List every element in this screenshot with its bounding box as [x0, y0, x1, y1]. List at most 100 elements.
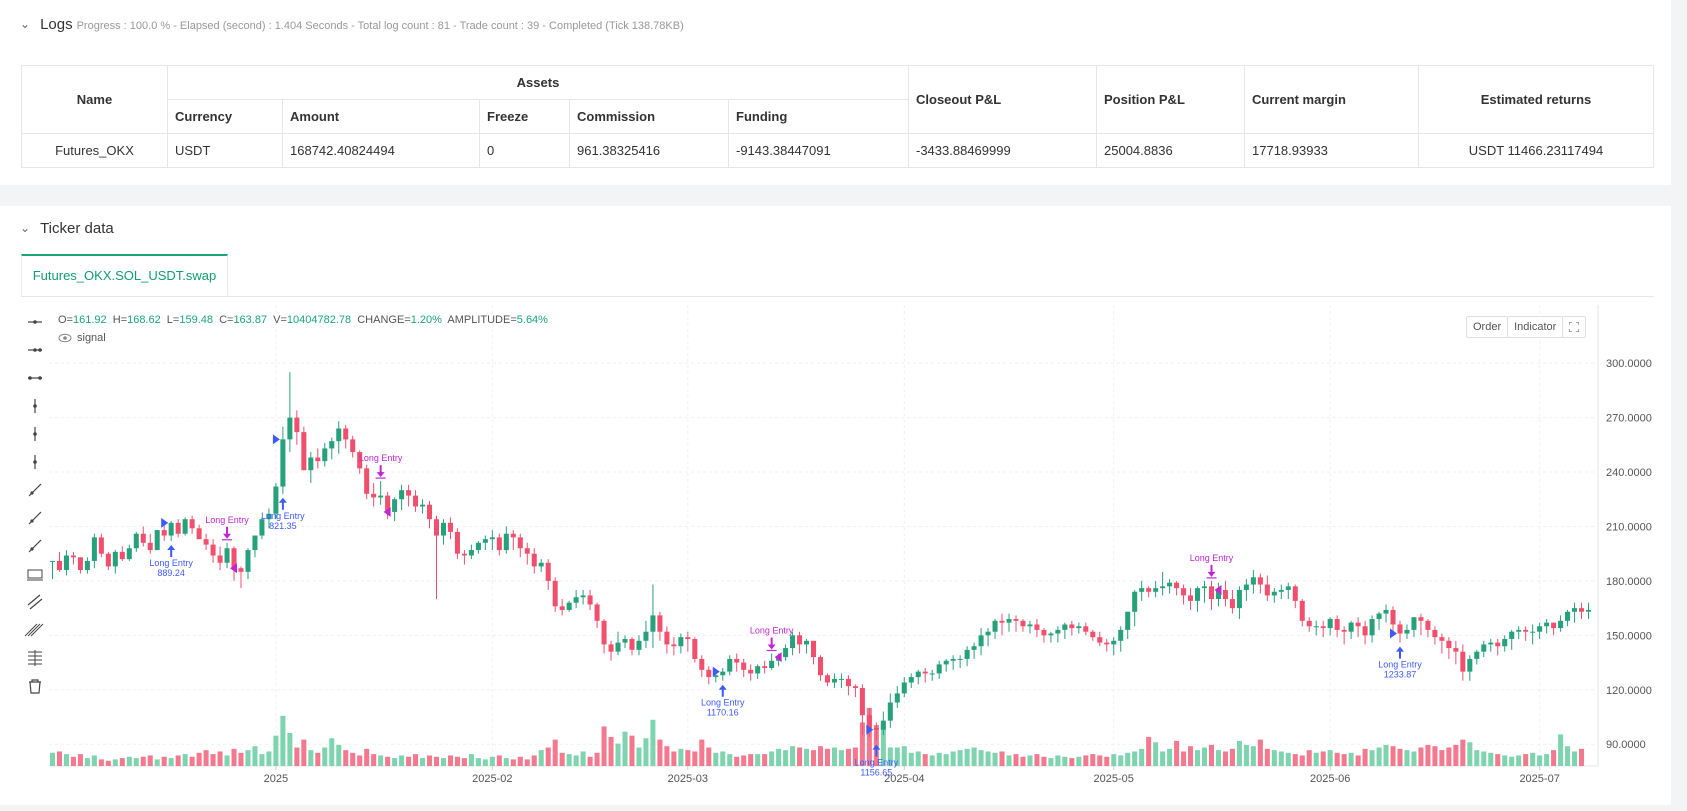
candle-body [91, 537, 97, 561]
vertical-segment-icon[interactable] [33, 427, 37, 441]
candle [1160, 571, 1166, 596]
price-label-icon[interactable] [27, 569, 43, 581]
logs-header[interactable]: ⌄ Logs Progress : 100.0 % - Elapsed (sec… [20, 16, 684, 33]
candle [1174, 580, 1180, 596]
candle-body [77, 557, 83, 571]
pitchfork-icon[interactable] [24, 623, 44, 637]
ray-line-icon[interactable] [28, 539, 42, 553]
candle-body [154, 530, 160, 551]
candle [77, 557, 83, 574]
close-label: C= [219, 314, 234, 326]
candle [1565, 609, 1571, 627]
candle-body [489, 537, 495, 540]
candle-body [406, 490, 412, 496]
volume-bar [1104, 756, 1110, 766]
trend-line-icon-stroke [28, 483, 42, 497]
volume-bar [1376, 747, 1382, 766]
ray-line-icon-stroke [28, 539, 42, 553]
candle [727, 655, 733, 676]
signal-legend[interactable]: signal [58, 332, 106, 344]
candle-body [790, 635, 796, 649]
candle [147, 533, 153, 554]
candle-body [1069, 624, 1075, 629]
candle-body [447, 522, 453, 532]
indicator-button[interactable]: Indicator [1507, 316, 1564, 338]
parallel-channel-icon[interactable] [27, 594, 43, 610]
candle-body [238, 568, 244, 572]
volume-bar [517, 756, 523, 766]
col-header-margin: Current margin [1244, 65, 1419, 134]
fib-retracement-icon[interactable] [28, 650, 42, 666]
fullscreen-button[interactable] [1562, 316, 1587, 338]
candle [1411, 617, 1417, 638]
candle [315, 448, 321, 469]
chevron-down-icon[interactable]: ⌄ [20, 221, 31, 235]
candle [482, 535, 488, 551]
volume-bar [1369, 750, 1375, 766]
candle-body [189, 519, 195, 529]
volume-bar [776, 748, 782, 766]
volume-bar [950, 751, 956, 766]
candle [1348, 620, 1354, 639]
candle [1167, 579, 1173, 594]
chevron-down-icon[interactable]: ⌄ [20, 17, 31, 31]
horizontal-line-icon[interactable] [28, 348, 42, 352]
candle-body [1243, 584, 1249, 590]
horizontal-ray-icon[interactable] [28, 320, 42, 324]
x-tick-label: 2025-02 [472, 773, 512, 785]
volume-bar [1264, 748, 1270, 766]
volume-bar [566, 754, 572, 766]
candle-body [538, 562, 544, 567]
candle-body [1027, 624, 1033, 627]
candle [440, 519, 446, 545]
entry-triangle [272, 434, 280, 445]
candle-body [56, 560, 62, 571]
candle [880, 711, 886, 736]
candle-body [308, 457, 314, 471]
exit-arrow [223, 526, 232, 539]
candle-body [510, 533, 516, 538]
tab-sol-usdt-swap[interactable]: Futures_OKX.SOL_USDT.swap [21, 254, 228, 296]
entry-triangle [161, 517, 169, 528]
candle-body [950, 658, 956, 661]
open-label: O= [58, 314, 73, 326]
volume-bar [615, 743, 621, 766]
long-entry-arrow [872, 744, 881, 757]
trash-icon[interactable] [29, 679, 41, 694]
trend-line-icon[interactable] [28, 483, 42, 497]
volume-bar [1188, 746, 1194, 766]
volume-bar [182, 754, 188, 766]
candle-body [845, 678, 851, 687]
volume-bar [482, 759, 488, 766]
eye-icon[interactable] [58, 333, 72, 343]
candle-body [315, 457, 321, 462]
candle [608, 640, 614, 661]
volume-bar [147, 755, 153, 766]
plot-area [49, 305, 1598, 766]
order-button[interactable]: Order [1466, 316, 1509, 338]
change-label: CHANGE= [357, 314, 411, 326]
vertical-line-icon[interactable] [33, 399, 37, 413]
candle [1558, 615, 1564, 632]
candle [664, 626, 670, 654]
volume-bar [601, 726, 607, 766]
candle [615, 631, 621, 656]
candle-body [503, 533, 509, 551]
candle [1215, 582, 1221, 607]
volume-bar [245, 750, 251, 766]
candle-body [594, 604, 600, 621]
candle [420, 499, 426, 514]
candle-body [964, 649, 970, 659]
fullscreen-icon [1569, 322, 1580, 332]
candle [70, 551, 76, 565]
extended-line-icon[interactable] [28, 511, 42, 525]
candle [587, 589, 593, 610]
ticker-header[interactable]: ⌄ Ticker data [20, 220, 114, 237]
horizontal-segment-icon[interactable] [28, 376, 42, 380]
volume-bar [894, 747, 900, 766]
pitchfork-icon-stroke [27, 623, 41, 637]
candle-body [894, 693, 900, 703]
vertical-ray-icon[interactable] [33, 455, 37, 469]
volume-bar [629, 735, 635, 766]
